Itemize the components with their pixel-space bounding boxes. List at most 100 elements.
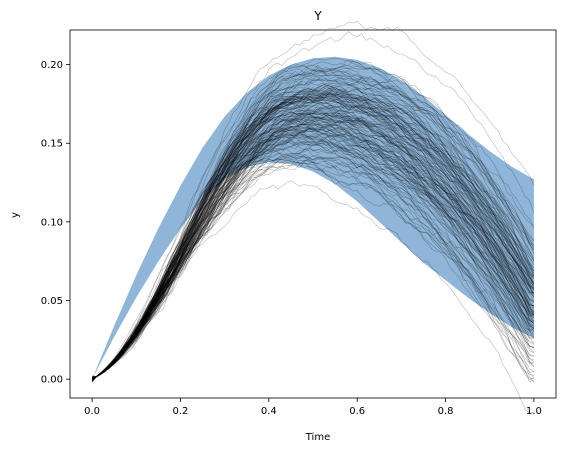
sample-path-line [91,115,535,380]
sample-path-line [91,114,535,379]
chart-title: Y [313,9,322,23]
sample-path-line [91,134,535,380]
sample-path-line [91,129,535,381]
sample-path-line [92,128,534,378]
sample-path-line [91,59,535,380]
sample-path-line [91,107,534,380]
sample-path-line [92,126,535,378]
sample-path-line [91,20,535,380]
sample-path-line [91,112,535,380]
sample-path-line [91,75,535,381]
sample-path-line [91,102,535,382]
sample-path-line [91,140,535,380]
sample-path-line [91,159,534,383]
sample-path-line [91,121,535,380]
sample-path-line [91,67,535,379]
sample-path-line [91,119,535,380]
sample-path-line [91,90,535,380]
sample-path-line [91,64,535,380]
sample-path-line [92,109,534,379]
sample-path-line [91,98,535,380]
sample-path-line [92,120,535,378]
sample-path-line [91,60,535,380]
plot-frame [69,29,557,399]
sample-path-line [91,109,535,380]
y-tick-label: 0.00 [41,375,63,386]
sample-path-line [91,155,535,379]
sample-path-line [91,131,534,380]
sample-path-line [91,93,535,380]
sample-path-line [91,136,535,380]
sample-path-line [91,112,535,381]
lines-layer [91,20,535,414]
sample-path-line [91,126,535,379]
band-layer [92,56,534,380]
y-tick-label: 0.15 [41,139,63,150]
sample-path-line [91,155,535,383]
sample-path-line [92,114,535,379]
sample-path-line [91,126,535,381]
sample-path-line [91,111,534,381]
sample-path-line [91,89,535,380]
sample-path-line [91,100,535,380]
sample-path-line [92,94,535,378]
sample-path-line [92,68,535,377]
sample-path-line [92,150,535,378]
sample-path-line [91,106,535,382]
sample-path-line [92,102,535,378]
sample-path-line [91,144,535,380]
sample-path-line [91,73,535,380]
sample-path-line [91,125,535,382]
sample-path-line [91,118,535,380]
y-tick-label: 0.20 [41,60,63,71]
sample-path-line [92,90,535,379]
x-tick-label: 0.8 [438,406,454,417]
sample-path-line [91,110,535,381]
sample-path-line [91,180,534,414]
sample-path-line [92,121,535,378]
sample-path-line [91,132,535,380]
sample-path-line [91,161,534,382]
sample-path-line [91,65,535,380]
x-tick-label: 0.6 [349,406,365,417]
sample-path-line [91,110,534,381]
sample-path-line [92,85,535,378]
sample-path-line [91,132,535,379]
sample-path-line [91,92,535,382]
x-tick-label: 0.0 [84,406,100,417]
sample-path-line [91,159,534,380]
sample-path-line [91,95,535,379]
sample-path-line [91,116,535,379]
plot-area [69,20,557,414]
x-tick-label: 1.0 [526,406,542,417]
sample-path-line [91,153,535,382]
y-tick-label: 0.10 [41,217,63,228]
sample-path-line [91,91,535,380]
sample-path-line [91,118,535,380]
x-tick-label: 0.4 [261,406,277,417]
sample-path-line [91,125,534,381]
sample-path-line [91,90,535,380]
sample-path-line [92,95,535,378]
sample-path-line [91,85,535,380]
sample-path-line [91,70,535,379]
sample-path-line [91,85,535,380]
sample-path-line [91,93,535,382]
sample-path-line [91,132,535,380]
sample-path-line [91,95,535,380]
sample-path-line [91,88,535,380]
sample-path-line [92,93,534,377]
y-axis-label: y [10,212,21,218]
sample-path-line [91,118,534,379]
sample-path-line [91,107,535,381]
sample-path-line [91,77,535,379]
sample-path-line [91,104,535,380]
sample-path-line [91,129,535,380]
sample-path-line [91,100,534,381]
confidence-band [92,56,534,380]
sample-path-line [92,94,535,378]
sample-path-line [91,124,535,379]
sample-path-line [91,104,535,380]
sample-path-line [91,92,535,380]
